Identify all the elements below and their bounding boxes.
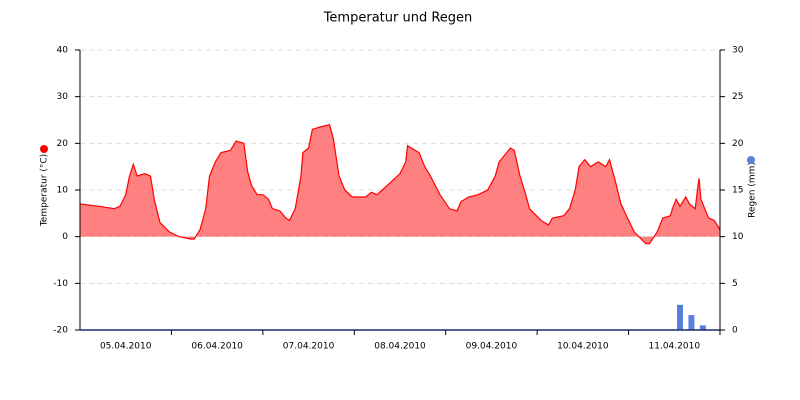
y-axis-title-group: Temperatur (°C)	[40, 154, 50, 227]
x-tick-label: 07.04.2010	[283, 342, 335, 352]
rain-bar	[677, 304, 683, 330]
y2-axis-title-group: Regen (mm)	[748, 162, 758, 218]
temperature-line	[79, 123, 721, 245]
y-tick-label: 30	[57, 92, 69, 102]
y-tick-label: 40	[57, 46, 69, 56]
y2-tick-label: 25	[732, 92, 743, 102]
chart-title: Temperatur und Regen	[323, 11, 473, 26]
y-tick-label: 0	[62, 232, 68, 242]
x-tick-label: 08.04.2010	[374, 342, 426, 352]
rain-bar	[699, 325, 706, 330]
y2-axis-title: Regen (mm)	[748, 162, 758, 218]
x-tick-label: 06.04.2010	[191, 342, 243, 352]
y-tick-label: 20	[57, 139, 69, 149]
y-tick-label: -10	[53, 279, 68, 289]
y-tick-label: 10	[57, 186, 69, 196]
x-tick-label: 10.04.2010	[557, 342, 609, 352]
y-legend-dot	[40, 145, 48, 153]
y2-legend-dot	[747, 156, 755, 164]
y2-tick-label: 20	[732, 139, 744, 149]
x-tick-label: 09.04.2010	[466, 342, 518, 352]
y2-tick-label: 10	[732, 232, 744, 242]
y-tick-label: -20	[53, 326, 68, 336]
y2-tick-label: 15	[732, 186, 743, 196]
y2-tick-label: 5	[732, 279, 738, 289]
x-tick-label: 11.04.2010	[649, 342, 701, 352]
y-axis-title: Temperatur (°C)	[40, 154, 50, 227]
rain-bar	[688, 315, 695, 330]
temperature-area	[80, 124, 720, 244]
y2-tick-label: 0	[732, 326, 738, 336]
x-tick-label: 05.04.2010	[100, 342, 152, 352]
y2-tick-label: 30	[732, 46, 744, 56]
